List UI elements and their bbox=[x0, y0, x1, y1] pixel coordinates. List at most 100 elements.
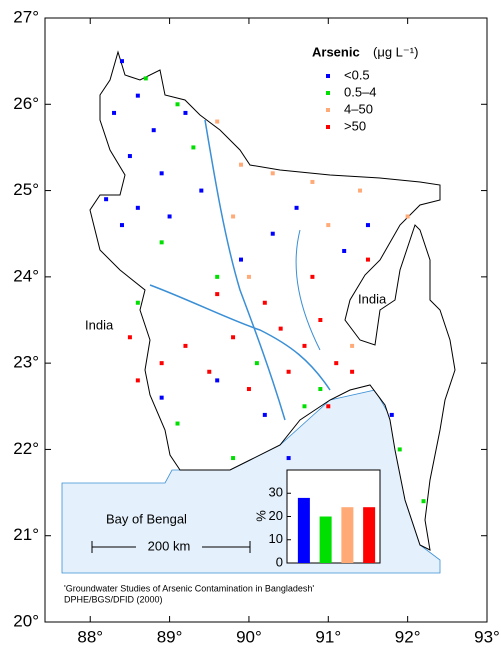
axes: 88° 89° 90° 91° 92° 93° 20° 21° 22° 23° 24° 25° 26° 2… bbox=[13, 7, 500, 646]
site bbox=[135, 93, 140, 98]
site bbox=[358, 188, 363, 193]
site bbox=[334, 361, 339, 366]
site bbox=[143, 76, 148, 81]
label-india-east: India bbox=[358, 291, 387, 306]
site bbox=[270, 171, 275, 176]
y-tick-label: 24° bbox=[13, 266, 39, 285]
site bbox=[215, 119, 220, 124]
scale-label-bg bbox=[136, 539, 202, 555]
site bbox=[286, 456, 291, 461]
legend-label: <0.5 bbox=[344, 67, 370, 82]
site bbox=[159, 395, 164, 400]
site bbox=[302, 343, 307, 348]
legend-label: >50 bbox=[344, 118, 366, 133]
site bbox=[310, 274, 315, 279]
site bbox=[231, 214, 236, 219]
site bbox=[183, 110, 188, 115]
site bbox=[326, 404, 331, 409]
inset-bar bbox=[363, 507, 376, 563]
site bbox=[405, 214, 410, 219]
inset-tick-label: 10 bbox=[269, 531, 283, 546]
legend-unit: (μg L⁻¹) bbox=[373, 44, 418, 59]
river bbox=[295, 229, 321, 351]
site bbox=[294, 205, 299, 210]
site bbox=[159, 240, 164, 245]
site bbox=[270, 231, 275, 236]
site bbox=[278, 326, 283, 331]
x-tick-label: 92° bbox=[395, 627, 421, 646]
site bbox=[104, 197, 109, 202]
x-tick-label: 93° bbox=[474, 627, 500, 646]
label-india-west: India bbox=[85, 317, 114, 332]
site bbox=[246, 274, 251, 279]
site bbox=[365, 257, 370, 262]
y-tick-label: 27° bbox=[13, 7, 39, 26]
inset-tick-label: 30 bbox=[269, 485, 283, 500]
site bbox=[135, 205, 140, 210]
legend-swatch bbox=[326, 125, 330, 129]
site bbox=[262, 300, 267, 305]
site bbox=[239, 162, 244, 167]
x-tick-label: 88° bbox=[77, 627, 103, 646]
legend-label: 4–50 bbox=[344, 101, 373, 116]
site bbox=[397, 447, 402, 452]
site bbox=[167, 214, 172, 219]
site bbox=[302, 404, 307, 409]
inset-tick-label: 20 bbox=[269, 508, 283, 523]
site bbox=[127, 154, 132, 159]
river bbox=[149, 284, 331, 391]
site bbox=[159, 361, 164, 366]
site bbox=[127, 335, 132, 340]
sites bbox=[104, 59, 426, 504]
legend-swatch bbox=[326, 108, 330, 112]
site bbox=[175, 102, 180, 107]
legend-title: Arsenic bbox=[312, 44, 360, 59]
site bbox=[119, 223, 124, 228]
site bbox=[135, 378, 140, 383]
site bbox=[215, 292, 220, 297]
x-tick-label: 89° bbox=[157, 627, 183, 646]
site bbox=[310, 179, 315, 184]
site bbox=[191, 145, 196, 150]
site bbox=[215, 378, 220, 383]
site bbox=[231, 335, 236, 340]
legend-swatch bbox=[326, 74, 330, 78]
site bbox=[159, 171, 164, 176]
y-tick-label: 26° bbox=[13, 94, 39, 113]
site bbox=[112, 110, 117, 115]
site bbox=[207, 369, 212, 374]
site bbox=[239, 257, 244, 262]
y-tick-label: 25° bbox=[13, 180, 39, 199]
legend: <0.5 0.5–4 4–50 >50 bbox=[326, 67, 377, 133]
source-line: 'Groundwater Studies of Arsenic Contamin… bbox=[64, 583, 314, 593]
site bbox=[342, 248, 347, 253]
site bbox=[175, 421, 180, 426]
site bbox=[286, 369, 291, 374]
site bbox=[421, 499, 426, 504]
y-tick-label: 23° bbox=[13, 353, 39, 372]
y-tick-label: 22° bbox=[13, 439, 39, 458]
inset-ylabel: % bbox=[253, 510, 268, 522]
site bbox=[350, 343, 355, 348]
y-tick-label: 20° bbox=[13, 611, 39, 630]
bangladesh-outline bbox=[89, 50, 456, 551]
site bbox=[215, 274, 220, 279]
site bbox=[231, 456, 236, 461]
inset-tick-label: 0 bbox=[276, 554, 283, 569]
x-tick-label: 91° bbox=[315, 627, 341, 646]
legend-swatch bbox=[326, 91, 330, 95]
inset-bar bbox=[319, 516, 332, 563]
site bbox=[262, 412, 267, 417]
source-line: DPHE/BGS/DFID (2000) bbox=[64, 594, 163, 604]
site bbox=[151, 128, 156, 133]
site bbox=[326, 223, 331, 228]
scale-label: 200 km bbox=[148, 538, 191, 553]
site bbox=[183, 343, 188, 348]
legend-label: 0.5–4 bbox=[344, 84, 377, 99]
site bbox=[350, 369, 355, 374]
inset-bar bbox=[341, 507, 354, 563]
site bbox=[199, 188, 204, 193]
site bbox=[318, 318, 323, 322]
